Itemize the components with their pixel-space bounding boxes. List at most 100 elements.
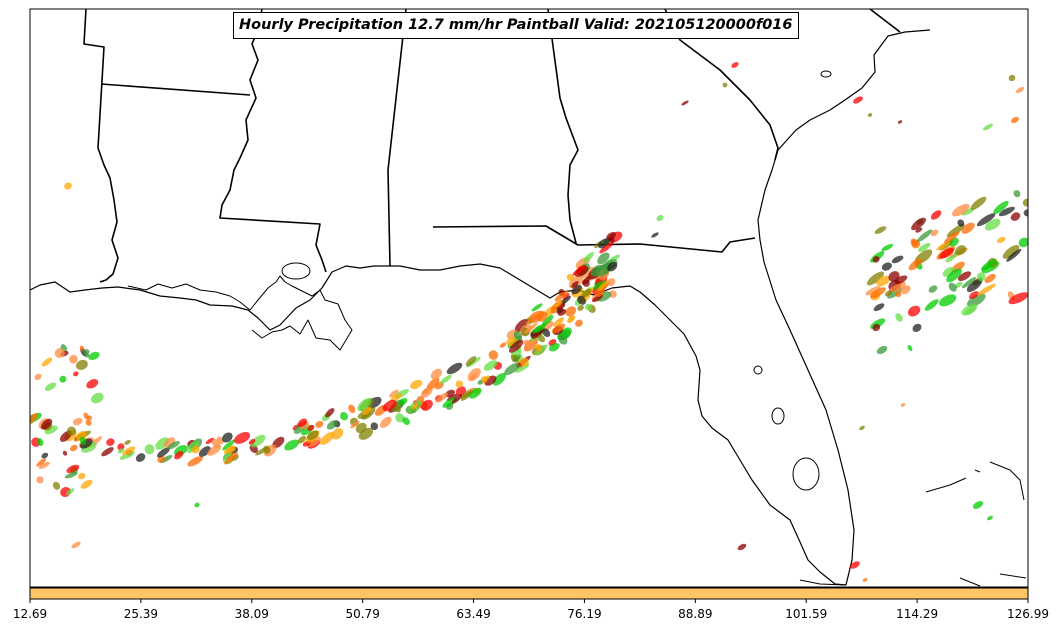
state-boundary-georgia-carolina: [664, 9, 779, 161]
lake-pontchartrain: [281, 262, 311, 280]
colorbar-ticks: [29, 599, 1029, 603]
colorbar-tick-label: 12.69: [12, 607, 48, 621]
paintball-blob: [1022, 198, 1028, 207]
paintball-blob: [957, 271, 972, 282]
paintball-blob: [996, 236, 1006, 243]
paintball-blob: [191, 445, 200, 454]
paintball-blob: [557, 308, 567, 316]
paintball-blob: [446, 362, 463, 375]
paintball-blob: [607, 261, 618, 272]
paintball-blob: [71, 541, 81, 549]
paintball-blob: [350, 420, 360, 429]
paintball-blob: [248, 438, 256, 445]
paintball-blob: [876, 345, 888, 355]
lake-okeechobee: [792, 457, 820, 491]
paintball-blob: [998, 206, 1015, 217]
state-boundary-carolinas: [869, 9, 901, 33]
paintball-blob: [900, 285, 911, 295]
paintball-blob: [174, 450, 184, 460]
colorbar-tick-label: 101.59: [785, 607, 828, 621]
paintball-blob: [565, 306, 577, 317]
paintball-blob: [83, 349, 90, 355]
paintball-blob: [981, 259, 997, 271]
paintball-blob: [577, 304, 584, 311]
paintball-blob: [325, 408, 335, 418]
paintball-blob: [79, 436, 87, 445]
paintball-blob: [508, 339, 524, 353]
lake-georgia: [820, 70, 832, 78]
paintball-blob: [84, 353, 90, 358]
lake-florida-small-1: [771, 407, 785, 425]
map-frame: [29, 8, 1029, 588]
paintball-blob: [85, 419, 92, 426]
paintball-blob: [59, 375, 67, 383]
paintball-blob: [69, 354, 78, 364]
state-boundary-texas-oklahoma: [83, 9, 119, 283]
paintball-blob: [888, 283, 903, 293]
coastline-florida-east: [757, 29, 931, 586]
paintball-blob: [556, 303, 566, 310]
paintball-blob: [370, 422, 379, 431]
paintball-blob: [306, 430, 319, 440]
map-title: Hourly Precipitation 12.7 mm/hr Paintbal…: [233, 12, 799, 39]
paintball-blob: [987, 515, 993, 521]
paintball-blob: [599, 242, 614, 254]
paintball-blob: [488, 350, 499, 360]
florida-keys: [799, 579, 847, 586]
paintball-blob: [872, 323, 881, 332]
paintball-blob: [37, 438, 44, 447]
paintball-blob: [859, 425, 865, 431]
paintball-blob: [936, 241, 951, 251]
paintball-blob: [1010, 212, 1021, 221]
paintball-blob: [972, 501, 984, 509]
paintball-blob: [1008, 292, 1028, 305]
paintball-blob: [382, 399, 397, 412]
paintball-blob: [80, 479, 93, 489]
paintball-blob: [897, 120, 903, 124]
paintball-blob: [167, 441, 180, 450]
coastline-gulf: [30, 263, 847, 586]
paintball-blob: [939, 247, 955, 259]
colorbar: [29, 587, 1029, 600]
colorbar-tick-label: 38.09: [234, 607, 269, 621]
paintball-blob: [124, 440, 131, 445]
paintball-blob: [894, 275, 908, 284]
paintball-blob: [577, 295, 587, 305]
paintball-blob: [535, 344, 543, 352]
colorbar-tick-label: 25.39: [123, 607, 159, 621]
paintball-blob: [492, 372, 506, 386]
paintball-blob: [187, 456, 203, 467]
paintball-blob: [395, 413, 405, 423]
paintball-blob: [537, 334, 546, 343]
paintball-blob: [881, 244, 894, 251]
paintball-blob: [872, 256, 880, 263]
paintball-blob: [930, 229, 939, 237]
paintball-blob: [928, 285, 938, 293]
paintball-blob: [499, 342, 507, 348]
paintball-blob: [957, 219, 965, 227]
paintball-blob: [531, 303, 543, 312]
paintball-blob: [961, 207, 975, 216]
paintball-blob: [101, 447, 114, 457]
paintball-blob: [532, 324, 546, 334]
paintball-blob: [558, 335, 568, 345]
paintball-blob: [79, 345, 85, 352]
paintball-blob: [850, 561, 860, 569]
paintball-blob: [554, 290, 569, 302]
paintball-blob: [40, 418, 53, 430]
paintball-blob: [250, 434, 266, 448]
paintball-blob: [66, 426, 77, 436]
paintball-blob: [911, 217, 927, 231]
paintball-blob: [595, 264, 612, 277]
paintball-blob: [263, 445, 271, 454]
paintball-blob: [389, 389, 399, 398]
paintball-blob: [504, 362, 520, 376]
paintball-blob: [216, 436, 224, 445]
paintball-blob: [1002, 244, 1020, 259]
paintball-blob: [984, 218, 1001, 231]
paintball-blob: [222, 439, 236, 451]
paintball-blob: [862, 578, 868, 582]
paintball-blob: [62, 450, 68, 456]
paintball-blob: [297, 435, 306, 444]
